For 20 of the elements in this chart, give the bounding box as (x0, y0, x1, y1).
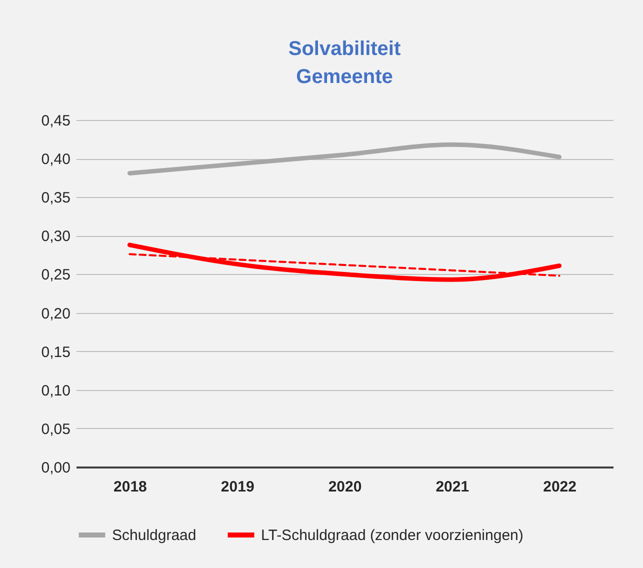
y-tick-label: 0,35 (41, 190, 70, 207)
y-tick-label: 0,20 (41, 305, 70, 322)
y-tick-label: 0,15 (41, 344, 70, 361)
x-tick-label: 2019 (220, 478, 254, 496)
y-tick-label: 0,25 (41, 266, 70, 284)
x-tick-label: 2018 (114, 478, 147, 496)
y-tick-label: 0,10 (41, 382, 70, 400)
x-tick-label: 2021 (436, 478, 470, 496)
legend-label: Schuldgraad (112, 527, 196, 544)
y-tick-label: 0,00 (41, 460, 70, 476)
y-tick-label: 0,45 (41, 112, 70, 130)
x-tick-label: 2020 (328, 478, 362, 496)
x-tick-label: 2022 (543, 478, 576, 496)
y-tick-label: 0,40 (41, 151, 70, 168)
line-series (127, 242, 562, 282)
line-series (127, 142, 562, 176)
chart-title: Solvabiliteit Gemeente (288, 38, 401, 88)
y-tick-label: 0,05 (41, 420, 70, 438)
legend-label: LT-Schuldgraad (zonder voorzieningen) (261, 527, 524, 544)
y-tick-label: 0,30 (41, 228, 70, 246)
